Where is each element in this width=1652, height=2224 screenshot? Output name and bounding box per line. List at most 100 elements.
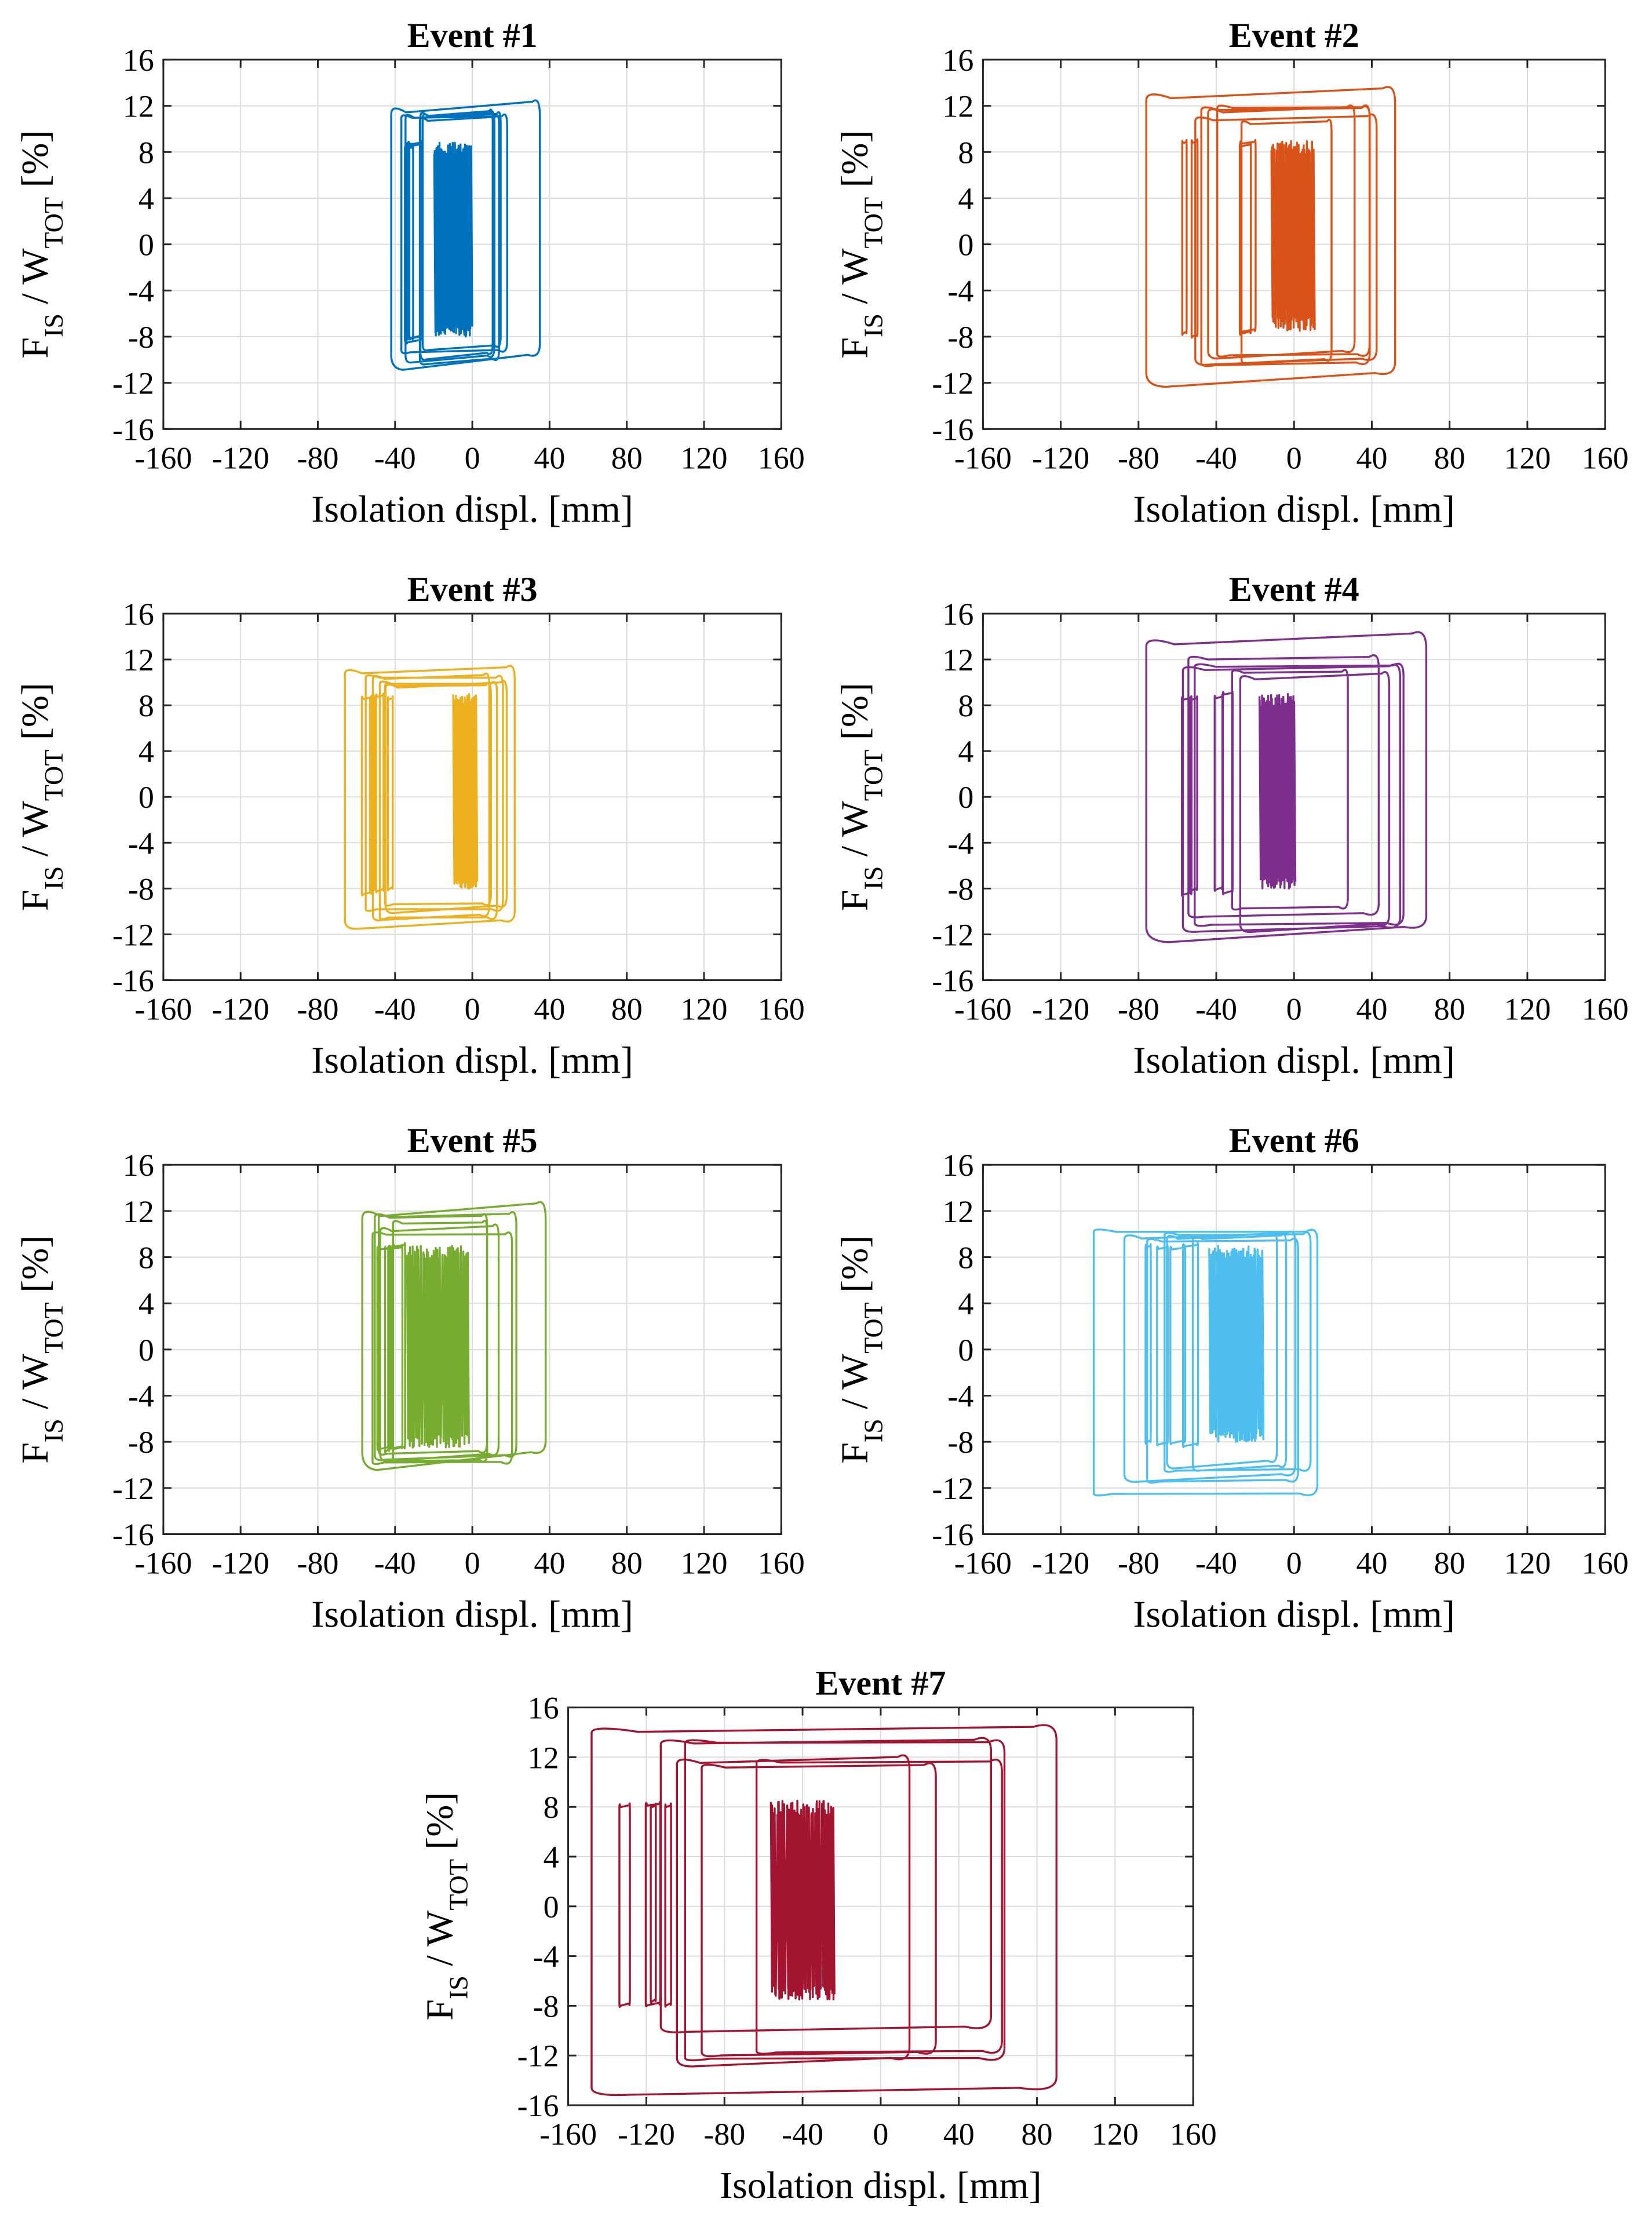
hysteresis-loops <box>1145 631 1428 943</box>
panel-event-6: -160 -120 -80 -40 0 40 80 120 160-16-12-8-404812… <box>833 1121 1628 1635</box>
x-tick-label: -80 <box>1118 1546 1159 1581</box>
panel-event-2: -160 -120 -80 -40 0 40 80 120 160-16-12-8-404812… <box>833 16 1628 530</box>
y-axis-label: FIS / WTOT [%] <box>833 130 888 359</box>
x-tick-label: -120 <box>618 2117 675 2152</box>
dense-oscillation-band <box>433 141 473 338</box>
y-axis-label: FIS / WTOT [%] <box>14 1235 68 1464</box>
x-tick-label: 160 <box>758 440 805 475</box>
x-tick-label: -40 <box>1195 1546 1237 1581</box>
series-hysteresis <box>1145 86 1396 388</box>
y-tick-label: -8 <box>128 872 154 906</box>
y-tick-label: -4 <box>947 826 973 861</box>
dense-oscillation-band <box>1208 1245 1265 1443</box>
hysteresis-loops <box>1092 1228 1319 1497</box>
y-tick-label: -8 <box>128 320 154 355</box>
y-tick-label: 0 <box>958 780 973 815</box>
y-tick-label: 4 <box>544 1840 559 1875</box>
x-tick-label: 0 <box>465 991 480 1026</box>
x-tick-label: 0 <box>1286 991 1302 1026</box>
series-hysteresis <box>590 1724 1057 2097</box>
hysteresis-loops <box>590 1724 1057 2097</box>
y-tick-label: -4 <box>947 274 973 308</box>
chart-title: Event #3 <box>407 570 538 608</box>
y-tick-label: -12 <box>112 1471 154 1506</box>
x-tick-label: 160 <box>758 1546 805 1581</box>
x-tick-label: 120 <box>680 991 727 1026</box>
x-tick-label: 0 <box>465 1546 480 1581</box>
series-hysteresis <box>390 99 541 371</box>
x-tick-label: 120 <box>1092 2117 1139 2152</box>
x-tick-label: 80 <box>611 440 643 475</box>
panel-event-4: -160 -120 -80 -40 0 40 80 120 160-16-12-8-404812… <box>833 570 1628 1081</box>
y-axis-label-part: F <box>14 1442 56 1464</box>
y-axis-label-subscript: IS <box>443 1975 473 1999</box>
x-axis-label: Isolation displ. [mm] <box>720 2164 1041 2207</box>
y-axis-label: FIS / WTOT [%] <box>14 683 68 911</box>
y-tick-label: -8 <box>533 1989 559 2024</box>
y-axis-label: FIS / WTOT [%] <box>14 130 68 359</box>
y-axis-label-subscript: TOT <box>38 750 68 801</box>
y-tick-label: -8 <box>947 872 973 906</box>
x-axis-label: Isolation displ. [mm] <box>311 1039 633 1081</box>
y-tick-label: 0 <box>544 1890 559 1924</box>
x-tick-label: 40 <box>1356 1546 1387 1581</box>
x-tick-label: -40 <box>374 1546 416 1581</box>
chart-title: Event #7 <box>815 1664 946 1702</box>
series-hysteresis <box>1145 631 1428 943</box>
y-axis-label: FIS / WTOT [%] <box>833 1235 888 1464</box>
x-tick-label: 160 <box>1582 1546 1629 1581</box>
y-tick-label: -8 <box>128 1425 154 1460</box>
y-tick-label: -16 <box>932 1518 973 1552</box>
y-tick-label: 0 <box>958 228 973 262</box>
y-tick-label: 12 <box>942 643 973 677</box>
y-tick-label: -4 <box>947 1379 973 1414</box>
x-tick-label: 40 <box>1356 440 1387 475</box>
x-tick-label: -80 <box>297 1546 339 1581</box>
x-tick-label: -120 <box>212 440 269 475</box>
y-axis-label-part: / W <box>833 248 876 313</box>
y-tick-label: 12 <box>123 643 154 677</box>
x-tick-label: -160 <box>134 1546 192 1581</box>
y-axis-label-subscript: IS <box>38 866 68 890</box>
y-tick-label: 8 <box>138 688 154 723</box>
y-axis-label-part: F <box>833 337 876 359</box>
y-tick-label: -16 <box>517 2088 559 2123</box>
y-tick-label: 0 <box>138 228 154 262</box>
dense-oscillation-band <box>1259 692 1297 890</box>
x-tick-label: 0 <box>873 2117 888 2152</box>
x-tick-label: -160 <box>954 440 1012 475</box>
y-axis-label-subscript: TOT <box>858 197 888 249</box>
x-tick-label: -160 <box>134 991 192 1026</box>
y-tick-label: 16 <box>123 43 154 78</box>
y-tick-label: -16 <box>112 1518 154 1552</box>
y-axis-label-part: [%] <box>14 1235 56 1302</box>
y-tick-label: 8 <box>138 135 154 170</box>
panel-event-1: -160 -120 -80 -40 0 40 80 120 160-16-12-8-404812… <box>14 16 805 530</box>
x-tick-label: 120 <box>680 440 727 475</box>
hysteresis-loops <box>344 665 516 930</box>
y-tick-label: -16 <box>112 412 154 447</box>
dense-oscillation-band <box>1270 140 1316 332</box>
x-tick-label: 160 <box>1582 440 1629 475</box>
y-axis-label: FIS / WTOT [%] <box>419 1792 473 2021</box>
x-tick-label: -80 <box>1118 440 1159 475</box>
y-tick-label: -12 <box>112 366 154 401</box>
chart-title: Event #6 <box>1229 1121 1359 1160</box>
y-axis-label-part: / W <box>833 1353 876 1419</box>
x-tick-label: 120 <box>1504 440 1551 475</box>
y-tick-label: 0 <box>958 1333 973 1368</box>
y-axis-label-part: [%] <box>14 130 56 197</box>
y-tick-label: 4 <box>138 181 154 216</box>
y-tick-label: 0 <box>138 1333 154 1368</box>
y-tick-label: 16 <box>942 1148 973 1183</box>
y-tick-label: -12 <box>932 917 973 952</box>
y-tick-label: -16 <box>932 963 973 998</box>
x-axis-label: Isolation displ. [mm] <box>311 488 633 530</box>
y-tick-label: 4 <box>958 734 973 769</box>
y-axis-label-part: / W <box>14 248 56 313</box>
y-tick-label: -4 <box>128 274 154 308</box>
x-tick-label: -80 <box>703 2117 745 2152</box>
x-tick-label: -120 <box>212 991 269 1026</box>
panel-event-7: -160 -120 -80 -40 0 40 80 120 160-16-12-8-404812… <box>419 1664 1217 2207</box>
